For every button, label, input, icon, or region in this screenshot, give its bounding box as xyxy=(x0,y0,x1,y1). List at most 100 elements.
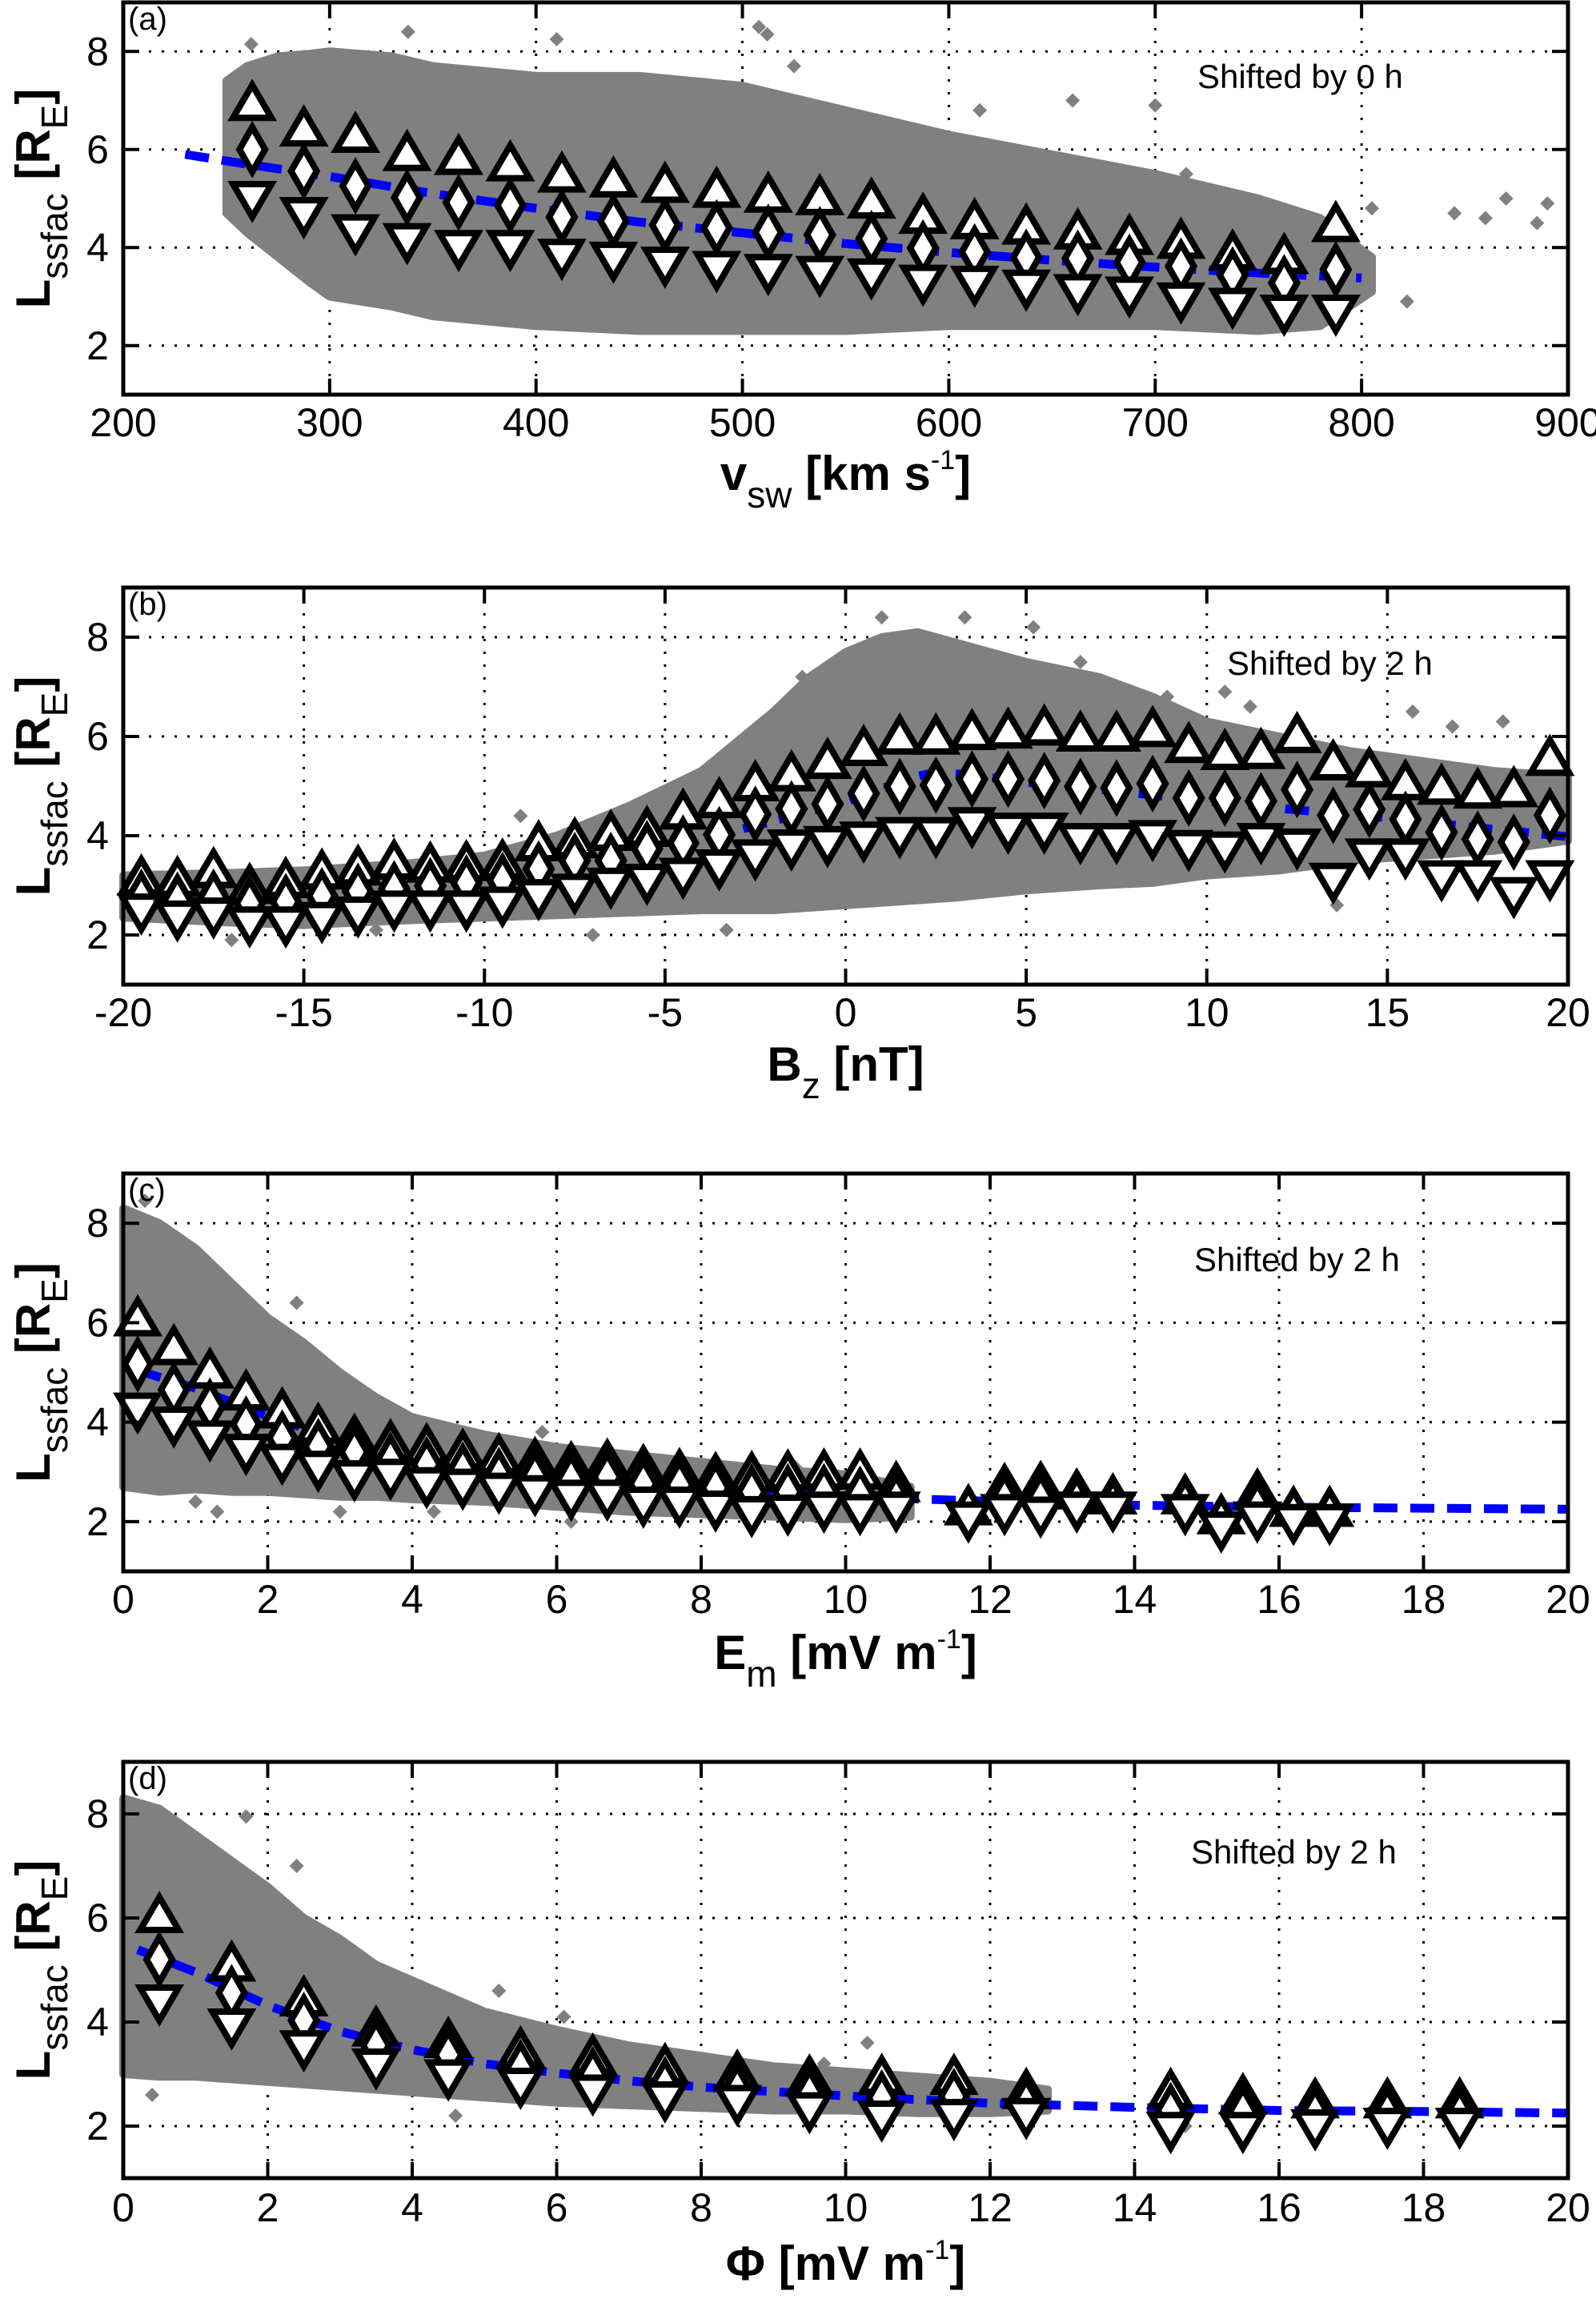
upper-marker xyxy=(382,128,432,171)
panel-label: (c) xyxy=(128,1173,166,1208)
lower-marker xyxy=(510,1474,560,1518)
median-marker xyxy=(1028,752,1061,810)
upper-marker xyxy=(113,1294,163,1337)
lower-marker xyxy=(1232,1501,1282,1544)
scatter-point xyxy=(719,922,734,937)
y-axis-label: Lssfac [RE] xyxy=(6,1860,75,2080)
x-axis-label-part: v xyxy=(720,447,748,500)
scatter-point xyxy=(1365,201,1380,216)
x-axis-label-part: -1 xyxy=(937,1624,961,1655)
x-tick-label: 2 xyxy=(257,2185,279,2230)
upper-marker xyxy=(911,712,961,755)
upper-marker xyxy=(227,78,278,122)
y-tick-label: 2 xyxy=(86,913,109,957)
scatter-point xyxy=(339,1947,355,1962)
scatter-point xyxy=(752,19,767,34)
lower-marker xyxy=(152,900,203,943)
y-axis-label-part: ssfac xyxy=(34,1367,75,1453)
scatter-point xyxy=(239,1809,254,1824)
y-axis-label-part: ] xyxy=(6,1262,60,1278)
scatter-point xyxy=(972,102,988,118)
lower-marker xyxy=(261,906,311,949)
shift-annotation: Shifted by 0 h xyxy=(1197,58,1403,95)
lower-marker xyxy=(1308,862,1358,905)
x-tick-label: 10 xyxy=(824,2185,868,2230)
x-axis-label: Bz [nT] xyxy=(767,1037,924,1106)
scatter-point xyxy=(1498,191,1514,206)
panel-a: 200 300 400 500 600 700 800 900 2 4 6 8 (a) Shifted b… xyxy=(6,0,1596,516)
scatter-point xyxy=(535,1425,550,1440)
lower-marker xyxy=(550,873,600,917)
scatter-point xyxy=(427,1504,442,1519)
lower-marker xyxy=(654,1487,704,1529)
scatter-point xyxy=(289,1295,304,1310)
lower-marker xyxy=(134,1984,185,2027)
lower-marker xyxy=(1196,1511,1246,1555)
median-marker xyxy=(955,750,989,808)
lower-marker xyxy=(839,821,889,865)
y-tick-label: 4 xyxy=(86,2000,109,2044)
lower-marker xyxy=(1489,877,1539,920)
lower-marker xyxy=(898,264,948,307)
scatter-point xyxy=(243,37,259,52)
median-marker xyxy=(739,785,772,844)
x-tick-label: 6 xyxy=(546,2185,568,2230)
lower-marker xyxy=(727,1495,777,1539)
lower-marker xyxy=(582,1479,632,1523)
x-axis-label-part: -1 xyxy=(925,2235,949,2265)
median-marker xyxy=(883,757,916,816)
lower-marker xyxy=(763,1494,813,1537)
lower-marker xyxy=(1001,269,1052,312)
lower-marker xyxy=(1208,287,1257,331)
scatter-point xyxy=(1160,689,1175,704)
lower-marker xyxy=(1055,823,1105,866)
scatter-point xyxy=(513,808,528,824)
median-marker xyxy=(1136,754,1169,812)
y-axis-label-part: [R xyxy=(6,1900,60,1964)
scatter-point xyxy=(1405,704,1420,719)
shift-annotation: Shifted by 2 h xyxy=(1191,1833,1397,1871)
lower-marker xyxy=(846,258,896,301)
lower-marker xyxy=(116,893,166,937)
y-tick-label: 6 xyxy=(86,1300,109,1345)
lower-marker xyxy=(1164,829,1214,873)
lower-marker xyxy=(113,1392,163,1435)
upper-marker xyxy=(1310,199,1361,243)
x-tick-label: 14 xyxy=(1113,1577,1157,1622)
x-tick-label: -5 xyxy=(648,990,683,1035)
panel-label: (b) xyxy=(128,587,167,622)
lower-marker xyxy=(980,1494,1030,1537)
lower-marker xyxy=(802,825,852,869)
scatter-point xyxy=(210,1504,225,1519)
median-marker xyxy=(339,157,372,215)
panel-label: (a) xyxy=(128,2,167,37)
median-marker xyxy=(287,142,321,200)
lower-marker xyxy=(640,2080,690,2124)
scatter-point xyxy=(1540,196,1555,211)
y-axis-label: Lssfac [RE] xyxy=(6,89,75,309)
x-tick-label: 900 xyxy=(1534,400,1596,445)
y-tick-label: 8 xyxy=(86,29,109,74)
lower-marker xyxy=(477,886,527,929)
x-axis-label-part: B xyxy=(767,1037,801,1091)
y-tick-label: 2 xyxy=(86,1499,109,1544)
upper-marker xyxy=(1200,728,1250,770)
x-axis-label-part: ] xyxy=(949,2237,965,2290)
scatter-point xyxy=(224,933,239,948)
x-tick-label: 18 xyxy=(1402,2185,1446,2230)
lower-marker xyxy=(730,839,780,882)
scatter-point xyxy=(491,1984,507,1998)
scatter-point xyxy=(549,31,564,46)
scatter-point xyxy=(1445,719,1460,734)
lower-marker xyxy=(185,1420,235,1463)
lower-marker xyxy=(588,241,639,284)
x-tick-label: 0 xyxy=(112,2185,134,2230)
lower-marker xyxy=(1019,812,1069,855)
x-tick-label: 4 xyxy=(401,1577,423,1622)
x-axis-label-part: Φ [mV m xyxy=(726,2237,925,2290)
upper-marker xyxy=(1489,764,1539,808)
upper-marker xyxy=(1091,709,1141,752)
upper-marker xyxy=(1055,709,1105,752)
lower-marker xyxy=(1525,860,1575,903)
lower-marker xyxy=(618,1487,668,1529)
